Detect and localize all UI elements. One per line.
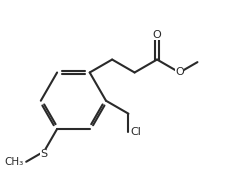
Text: O: O xyxy=(175,68,184,77)
Text: O: O xyxy=(153,29,162,40)
Text: S: S xyxy=(40,149,48,159)
Text: CH₃: CH₃ xyxy=(4,157,24,167)
Text: Cl: Cl xyxy=(131,127,142,137)
